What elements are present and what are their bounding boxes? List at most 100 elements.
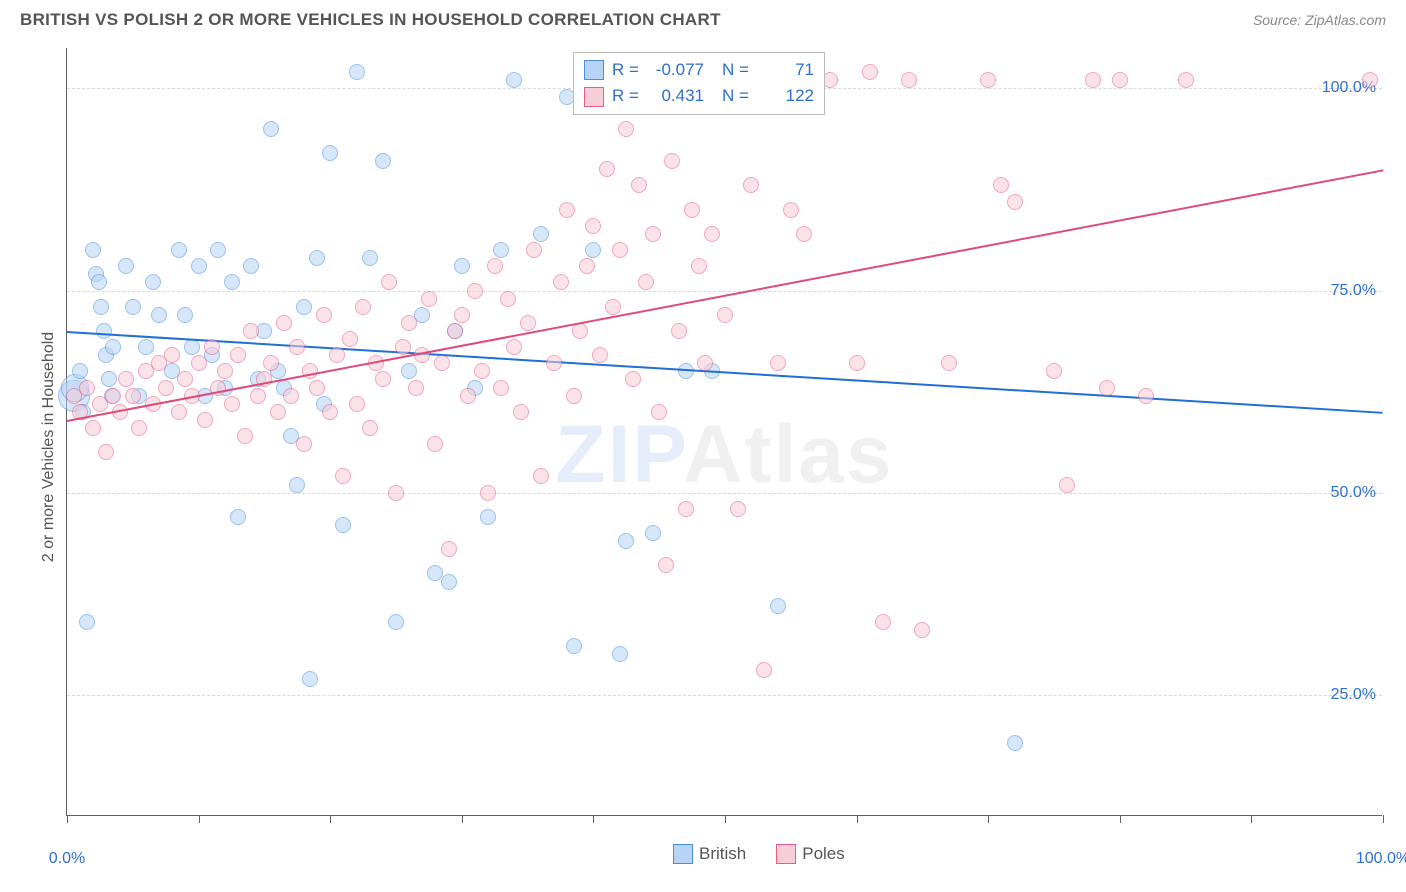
data-point [191, 258, 207, 274]
data-point [421, 291, 437, 307]
data-point [658, 557, 674, 573]
data-point [553, 274, 569, 290]
page-title: BRITISH VS POLISH 2 OR MORE VEHICLES IN … [20, 10, 721, 30]
data-point [118, 258, 134, 274]
correlation-chart: 2 or more Vehicles in Household ZIPAtlas… [20, 44, 1386, 862]
data-point [645, 226, 661, 242]
data-point [191, 355, 207, 371]
data-point [1046, 363, 1062, 379]
data-point [93, 299, 109, 315]
data-point [1007, 735, 1023, 751]
watermark: ZIP [556, 409, 683, 500]
data-point [638, 274, 654, 290]
data-point [1178, 72, 1194, 88]
data-point [454, 258, 470, 274]
data-point [441, 574, 457, 590]
data-point [362, 250, 378, 266]
data-point [717, 307, 733, 323]
data-point [796, 226, 812, 242]
data-point [105, 388, 121, 404]
data-point [862, 64, 878, 80]
data-point [441, 541, 457, 557]
data-point [381, 274, 397, 290]
data-point [447, 323, 463, 339]
data-point [230, 347, 246, 363]
data-point [756, 662, 772, 678]
data-point [375, 371, 391, 387]
data-point [395, 339, 411, 355]
data-point [875, 614, 891, 630]
data-point [585, 218, 601, 234]
data-point [993, 177, 1009, 193]
data-point [322, 404, 338, 420]
data-point [625, 371, 641, 387]
data-point [131, 420, 147, 436]
data-point [592, 347, 608, 363]
data-point [493, 380, 509, 396]
x-tick [1383, 815, 1384, 823]
data-point [605, 299, 621, 315]
data-point [289, 339, 305, 355]
data-point [138, 339, 154, 355]
data-point [480, 509, 496, 525]
data-point [631, 177, 647, 193]
data-point [296, 299, 312, 315]
data-point [599, 161, 615, 177]
data-point [329, 347, 345, 363]
data-point [349, 64, 365, 80]
data-point [612, 242, 628, 258]
data-point [184, 339, 200, 355]
data-point [237, 428, 253, 444]
data-point [91, 274, 107, 290]
data-point [487, 258, 503, 274]
legend-swatch [584, 87, 604, 107]
data-point [684, 202, 700, 218]
data-point [98, 444, 114, 460]
data-point [566, 638, 582, 654]
gridline [67, 493, 1382, 494]
data-point [618, 533, 634, 549]
data-point [849, 355, 865, 371]
data-point [730, 501, 746, 517]
data-point [335, 517, 351, 533]
r-value: 0.431 [654, 83, 704, 109]
data-point [454, 307, 470, 323]
data-point [704, 226, 720, 242]
data-point [276, 315, 292, 331]
data-point [427, 436, 443, 452]
data-point [355, 299, 371, 315]
data-point [770, 598, 786, 614]
trend-line [67, 169, 1383, 422]
gridline [67, 695, 1382, 696]
data-point [546, 355, 562, 371]
data-point [125, 299, 141, 315]
data-point [375, 153, 391, 169]
r-label: R = [612, 57, 646, 83]
data-point [901, 72, 917, 88]
data-point [770, 355, 786, 371]
y-tick-label: 25.0% [1331, 686, 1376, 704]
data-point [388, 614, 404, 630]
data-point [335, 468, 351, 484]
r-value: -0.077 [654, 57, 704, 83]
data-point [296, 436, 312, 452]
data-point [559, 202, 575, 218]
data-point [263, 355, 279, 371]
data-point [474, 363, 490, 379]
data-point [566, 388, 582, 404]
n-label: N = [722, 57, 756, 83]
data-point [79, 380, 95, 396]
data-point [243, 323, 259, 339]
data-point [506, 72, 522, 88]
data-point [151, 307, 167, 323]
data-point [1099, 380, 1115, 396]
data-point [500, 291, 516, 307]
data-point [493, 242, 509, 258]
data-point [164, 347, 180, 363]
data-point [1138, 388, 1154, 404]
stats-legend: R =-0.077N =71R =0.431N =122 [573, 52, 825, 115]
data-point [230, 509, 246, 525]
n-value: 71 [764, 57, 814, 83]
x-tick [857, 815, 858, 823]
data-point [289, 477, 305, 493]
